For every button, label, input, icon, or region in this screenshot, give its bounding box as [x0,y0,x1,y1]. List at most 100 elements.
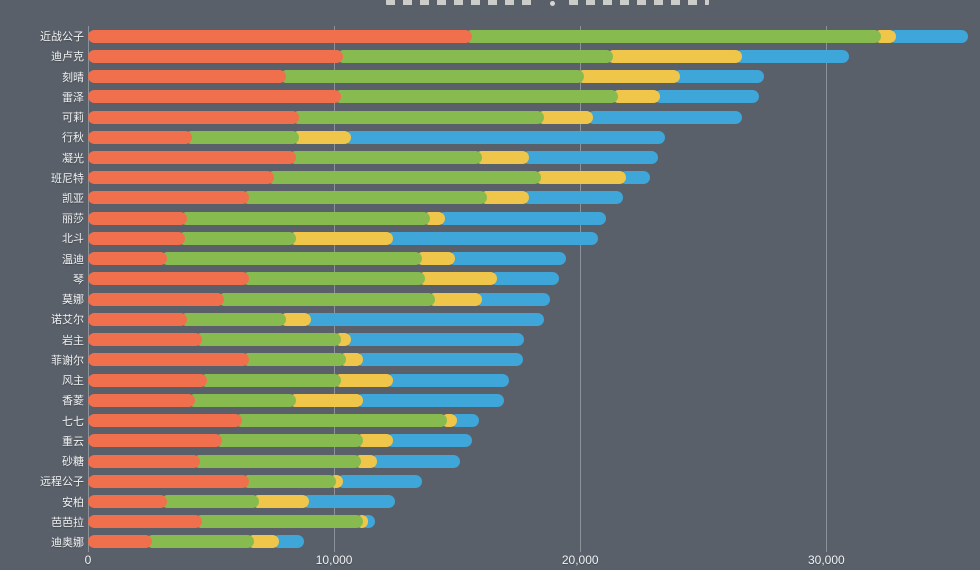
category-label: 雷泽 [62,91,84,104]
bar-track [88,474,980,488]
bar-segment-green [291,110,544,124]
bar-segment-blue [586,110,743,124]
bar-segment-orange [88,49,344,63]
bar-row: 重云 [0,431,980,451]
bar-segment-orange [88,434,222,448]
bar-segment-yellow [534,171,626,185]
bar-track [88,434,980,448]
category-label: 七七 [62,415,84,428]
bar-segment-orange [88,333,202,347]
bar-row: 班尼特 [0,168,980,188]
category-label: 岩主 [62,334,84,347]
bar-track [88,535,980,549]
category-label: 诺艾尔 [51,314,84,327]
category-label: 凯亚 [62,192,84,205]
category-label: 风主 [62,375,84,388]
bar-segment-blue [356,353,523,367]
bar-row: 砂糖 [0,451,980,471]
bar-segment-blue [343,333,525,347]
category-label: 香菱 [62,395,84,408]
bar-segment-green [279,70,584,84]
bar-segment-yellow [279,312,311,326]
bar-segment-green [180,312,287,326]
bar-segment-yellow [291,130,351,144]
bar-segment-blue [653,90,760,104]
bar-segment-blue [522,191,624,205]
bar-track [88,495,980,508]
bar-track [88,312,980,326]
bar-segment-blue [522,151,658,165]
bar-segment-green [242,191,487,205]
gridline [88,26,89,552]
bar-track [88,272,980,286]
bar-track [88,90,980,104]
bar-segment-orange [88,171,274,185]
bar-segment-yellow [428,292,482,306]
bar-track [88,151,980,165]
category-label: 砂糖 [62,456,84,469]
category-label: 迪奥娜 [51,536,84,549]
bar-segment-orange [88,353,250,367]
bar-segment-blue [304,312,544,326]
category-label: 丽莎 [62,213,84,226]
bar-row: 行秋 [0,127,980,147]
bar-segment-green [192,454,361,468]
bar-segment-blue [889,29,968,43]
bar-row: 近战公子 [0,26,980,46]
category-label: 近战公子 [40,31,84,44]
category-label: 迪卢克 [51,51,84,64]
bar-segment-green [187,393,297,407]
category-label: 行秋 [62,132,84,145]
bar-segment-yellow [289,393,364,407]
bar-segment-orange [88,130,193,144]
bar-segment-orange [88,373,207,387]
bar-segment-green [217,292,435,306]
bar-row: 诺艾尔 [0,309,980,329]
bar-segment-green [145,535,254,549]
clipped-title-fragment [569,0,709,5]
bar-track [88,414,980,428]
x-tick-label: 0 [84,553,92,567]
category-label: 远程公子 [40,476,84,489]
bar-segment-yellow [247,535,279,549]
bar-segment-blue [272,535,304,549]
bar-segment-blue [618,171,651,185]
bar-segment-yellow [289,231,393,245]
bar-segment-yellow [537,110,594,124]
bar-segment-orange [88,272,250,286]
category-label: 琴 [73,273,84,286]
bar-segment-yellow [576,70,681,84]
bar-segment-orange [88,292,225,306]
bar-track [88,231,980,245]
bar-segment-blue [356,393,505,407]
bar-segment-green [200,373,341,387]
bar-segment-green [195,333,341,347]
bar-segment-orange [88,151,297,165]
bar-segment-green [242,474,336,488]
bar-segment-blue [386,434,473,448]
bar-row: 香菱 [0,390,980,410]
bar-segment-blue [438,211,606,225]
category-label: 凝光 [62,152,84,165]
bar-segment-green [195,515,364,529]
bar-row: 北斗 [0,228,980,248]
bar-row: 琴 [0,269,980,289]
x-tick-label: 20,000 [561,553,599,567]
bar-row: 远程公子 [0,471,980,491]
bar-segment-orange [88,231,185,245]
bar-track [88,171,980,185]
bar-segment-green [160,495,259,508]
bar-segment-orange [88,312,188,326]
category-label: 芭芭拉 [51,516,84,529]
x-tick-label: 30,000 [807,553,845,567]
bar-segment-yellow [334,373,393,387]
bar-segment-green [180,211,430,225]
bar-segment-blue [336,474,423,488]
bar-row: 七七 [0,410,980,430]
bar-row: 安柏 [0,491,980,511]
bar-row: 丽莎 [0,208,980,228]
category-label: 温迪 [62,253,84,266]
bar-track [88,353,980,367]
bar-row: 芭芭拉 [0,512,980,532]
